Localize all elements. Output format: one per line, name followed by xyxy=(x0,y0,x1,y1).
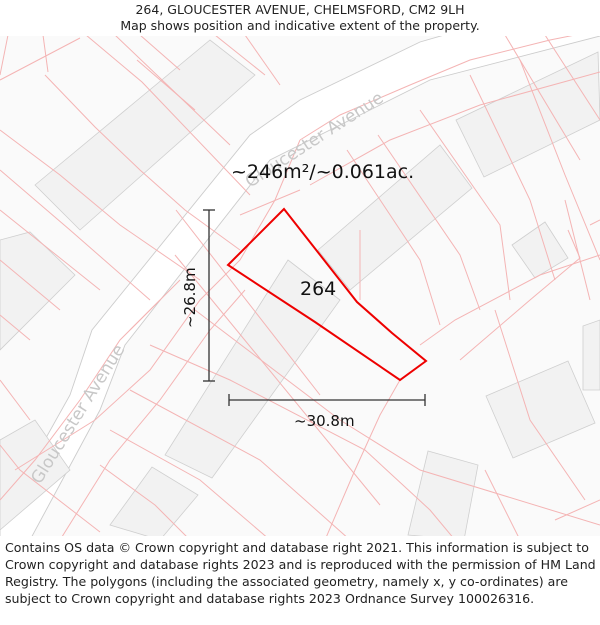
width-dimension-line xyxy=(228,394,426,406)
plot-number-label: 264 xyxy=(300,278,336,300)
area-label: ~246m²/~0.061ac. xyxy=(231,161,414,183)
copyright-notice: Contains OS data © Crown copyright and d… xyxy=(5,540,596,606)
height-dimension-label: ~26.8m xyxy=(181,267,199,328)
road-gloucester-avenue xyxy=(0,36,600,536)
property-boundary[interactable] xyxy=(226,207,428,382)
buildings xyxy=(0,39,600,536)
map-subtitle: Map shows position and indicative extent… xyxy=(120,18,480,33)
parcel-boundaries xyxy=(0,36,600,536)
width-dimension-label: ~30.8m xyxy=(294,412,355,430)
height-dimension-line xyxy=(203,209,215,382)
road-label-gloucester-avenue-lower: Gloucester Avenue xyxy=(27,341,129,488)
property-map[interactable]: Gloucester Avenue Gloucester Avenue ~26.… xyxy=(0,36,600,536)
property-address-title: 264, GLOUCESTER AVENUE, CHELMSFORD, CM2 … xyxy=(135,2,465,17)
map-header: 264, GLOUCESTER AVENUE, CHELMSFORD, CM2 … xyxy=(0,0,600,38)
